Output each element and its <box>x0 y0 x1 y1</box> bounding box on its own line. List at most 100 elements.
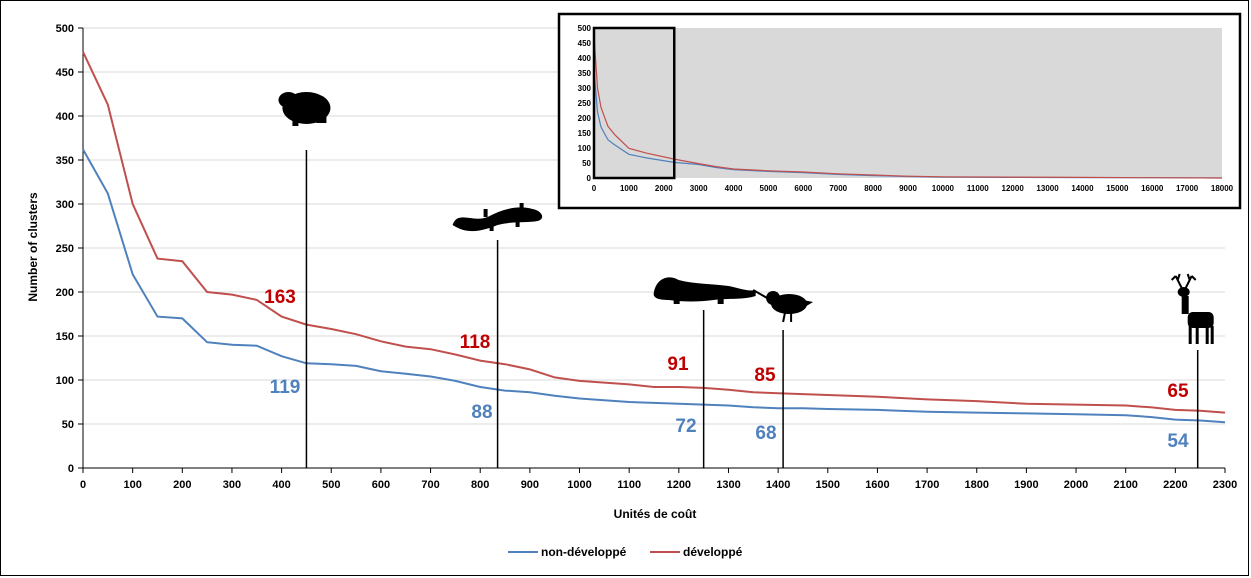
series-line-developpe <box>82 51 1226 414</box>
inset-series-lines <box>593 36 1223 179</box>
inset-x-tick-label: 16000 <box>1141 184 1164 193</box>
annotation-developpe: 85 <box>754 365 776 386</box>
x-tick-label: 1700 <box>915 479 939 491</box>
y-tick-label: 200 <box>56 287 74 299</box>
inset-y-tick-label: 150 <box>578 129 592 138</box>
x-tick-label: 1400 <box>766 479 790 491</box>
y-axis-title: Number of clusters <box>26 192 40 302</box>
inset-x-tick-label: 1000 <box>620 184 638 193</box>
main-series-lines <box>82 51 1226 424</box>
stoat-icon <box>653 277 756 304</box>
inset-x-tick-labels: 0 1000 2000 3000 4000 5000 6000 7000 8000 9000 100… <box>592 184 1234 193</box>
inset-x-tick-label: 9000 <box>899 184 917 193</box>
inset-x-tick-label: 15000 <box>1106 184 1129 193</box>
x-tick-label: 200 <box>173 479 191 491</box>
x-tick-label: 1000 <box>567 479 591 491</box>
inset-x-tick-label: 6000 <box>794 184 812 193</box>
x-tick-label: 600 <box>372 479 390 491</box>
x-tick-label: 100 <box>123 479 141 491</box>
salamander-icon <box>452 203 543 232</box>
annotation-non-developpe: 54 <box>1167 431 1189 452</box>
legend: non-développé développé <box>508 545 743 559</box>
x-tick-label: 1500 <box>816 479 840 491</box>
annotation-developpe: 91 <box>667 354 689 375</box>
x-tick-label: 2200 <box>1163 479 1187 491</box>
inset-y-tick-label: 350 <box>578 69 592 78</box>
x-tick-label: 2300 <box>1213 479 1237 491</box>
x-tick-label: 1900 <box>1014 479 1038 491</box>
x-tick-label: 1200 <box>667 479 691 491</box>
inset-y-tick-label: 300 <box>578 84 592 93</box>
inset-y-tick-label: 400 <box>578 54 592 63</box>
legend-label-non-developpe: non-développé <box>541 545 627 559</box>
inset-x-tick-label: 18000 <box>1211 184 1234 193</box>
y-tick-label: 400 <box>56 111 74 123</box>
x-tick-label: 700 <box>421 479 439 491</box>
inset-x-tick-label: 5000 <box>760 184 778 193</box>
x-tick-label: 300 <box>223 479 241 491</box>
x-tick-label: 900 <box>521 479 539 491</box>
y-tick-label: 150 <box>56 331 74 343</box>
inset-y-tick-label: 200 <box>578 114 592 123</box>
inset-x-tick-label: 8000 <box>864 184 882 193</box>
y-tick-label: 50 <box>62 419 74 431</box>
x-tick-label: 2000 <box>1064 479 1088 491</box>
inset-x-tick-label: 17000 <box>1176 184 1199 193</box>
y-tick-label: 250 <box>56 243 74 255</box>
inset-y-tick-label: 50 <box>582 159 591 168</box>
inset-plot-area <box>594 28 1222 178</box>
inset-chart: 0 50 100 150 200 250 300 350 400 450 500 0 1000 2000… <box>557 12 1242 210</box>
inset-y-tick-labels: 0 50 100 150 200 250 300 350 400 450 500 <box>578 24 592 183</box>
x-tick-label: 400 <box>272 479 290 491</box>
inset-x-tick-label: 0 <box>592 184 597 193</box>
inset-zoom-highlight <box>592 26 676 180</box>
annotation-non-developpe: 68 <box>755 423 776 444</box>
woodcock-icon <box>752 289 815 323</box>
inset-y-tick-label: 450 <box>578 39 592 48</box>
x-axis-title: Unités de coût <box>614 507 697 521</box>
inset-x-tick-label: 14000 <box>1071 184 1094 193</box>
x-tick-label: 1600 <box>865 479 889 491</box>
inset-x-tick-label: 2000 <box>655 184 673 193</box>
x-tick-label: 1300 <box>716 479 740 491</box>
inset-y-tick-label: 250 <box>578 99 592 108</box>
inset-x-tick-label: 13000 <box>1036 184 1059 193</box>
x-tick-label: 0 <box>80 479 86 491</box>
inset-x-tick-label: 12000 <box>1002 184 1025 193</box>
y-tick-label: 0 <box>68 463 74 475</box>
inset-x-tick-label: 3000 <box>690 184 708 193</box>
x-tick-label: 800 <box>471 479 489 491</box>
series-line-non-developpe <box>82 148 1226 424</box>
inset-y-tick-label: 0 <box>587 174 592 183</box>
y-tick-label: 350 <box>56 155 74 167</box>
deer-icon <box>1170 273 1215 345</box>
annotation-developpe: 65 <box>1167 381 1189 402</box>
annotation-developpe: 163 <box>264 287 296 308</box>
inset-y-tick-label: 100 <box>578 144 592 153</box>
y-tick-label: 100 <box>56 375 74 387</box>
inset-x-tick-label: 7000 <box>829 184 847 193</box>
legend-label-developpe: développé <box>683 545 743 559</box>
species-markers: 163 119 118 88 91 72 85 68 65 54 <box>264 92 1215 468</box>
x-tick-label: 500 <box>322 479 340 491</box>
main-x-tick-labels: 0 100 200 300 400 500 600 700 800 900 1000 1100 1200… <box>80 479 1237 491</box>
x-tick-label: 1800 <box>964 479 988 491</box>
annotation-non-developpe: 88 <box>471 402 492 423</box>
annotation-non-developpe: 72 <box>675 416 696 437</box>
toad-icon <box>278 92 331 126</box>
inset-y-tick-label: 500 <box>578 24 592 33</box>
inset-x-tick-label: 10000 <box>932 184 955 193</box>
y-tick-label: 500 <box>56 23 74 35</box>
inset-x-tick-label: 4000 <box>725 184 743 193</box>
x-tick-label: 2100 <box>1113 479 1137 491</box>
y-tick-label: 300 <box>56 199 74 211</box>
annotation-developpe: 118 <box>460 332 491 353</box>
main-y-tick-labels: 0 50 100 150 200 250 300 350 400 450 500 <box>56 23 74 475</box>
y-tick-label: 450 <box>56 67 74 79</box>
annotation-non-developpe: 119 <box>270 377 301 398</box>
x-tick-label: 1100 <box>617 479 641 491</box>
inset-x-tick-label: 11000 <box>967 184 989 193</box>
main-axes <box>82 28 1225 469</box>
